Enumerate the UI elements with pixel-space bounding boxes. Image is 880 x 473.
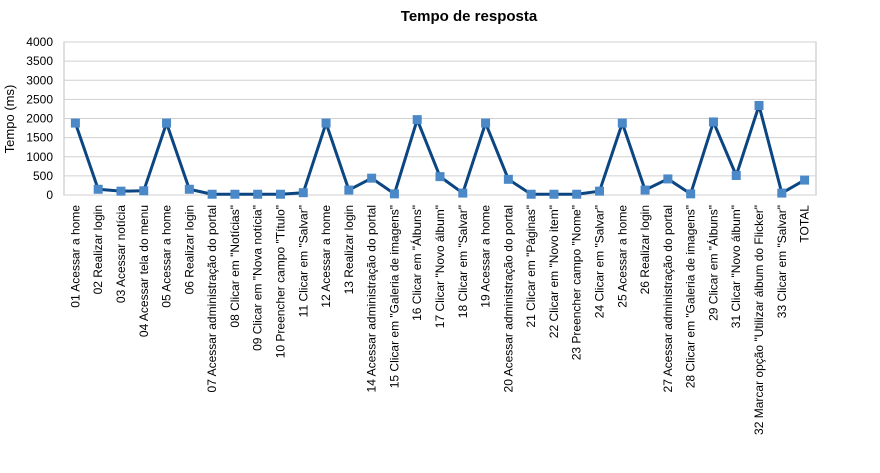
data-point	[458, 188, 468, 198]
data-point	[708, 117, 718, 127]
x-tick-label: 32 Marcar opção "Utilizar álbum do Flick…	[752, 205, 766, 435]
data-point	[321, 118, 331, 128]
data-point	[275, 189, 285, 199]
x-tick-label: 08 Clicar em "Notícias"	[228, 205, 242, 328]
data-point	[298, 188, 308, 198]
x-tick-label: 02 Realizar login	[91, 205, 105, 294]
data-point	[481, 118, 491, 128]
data-point	[139, 186, 149, 196]
data-point	[640, 185, 650, 195]
x-tick-label: 16 Clicar em "Álbuns"	[409, 205, 424, 321]
gridlines	[64, 41, 816, 196]
data-point	[367, 173, 377, 183]
x-tick-label: 14 Acessar administração do portal	[365, 205, 379, 392]
data-point	[93, 184, 103, 194]
x-tick-label: 10 Preencher campo "Título"	[273, 205, 287, 358]
x-tick-label: 28 Clicar em "Galeria de imagens"	[684, 205, 698, 388]
data-point	[663, 174, 673, 184]
data-point	[435, 172, 445, 182]
data-point	[800, 175, 810, 185]
data-point	[526, 189, 536, 199]
y-axis-ticks: 0 500 1000 1500 2000 2500 3000 3500 4000	[26, 35, 53, 202]
x-tick-label: 03 Acessar notícia	[114, 205, 128, 303]
x-tick-label: 15 Clicar em "Galeria de imagens"	[387, 205, 401, 388]
x-axis-labels: 01 Acessar a home 02 Realizar login 03 Ace…	[68, 205, 811, 435]
data-point	[777, 188, 787, 198]
data-point	[162, 118, 172, 128]
x-tick-label: 22 Clicar em "Novo item"	[547, 205, 561, 338]
chart-title: Tempo de resposta	[401, 8, 538, 25]
data-point	[230, 189, 240, 199]
x-tick-label: 26 Realizar login	[638, 205, 652, 294]
data-point	[686, 189, 696, 199]
y-tick-label: 1000	[26, 150, 53, 164]
data-point	[389, 189, 399, 199]
x-tick-label: 13 Realizar login	[342, 205, 356, 294]
x-tick-label: 20 Acessar administração do portal	[501, 205, 515, 392]
data-point	[731, 170, 741, 180]
x-tick-label: 18 Clicar em "Salvar"	[456, 205, 470, 318]
y-tick-label: 3000	[26, 73, 53, 87]
x-tick-label: 09 Clicar em "Nova notícia"	[251, 205, 265, 351]
data-point	[184, 184, 194, 194]
x-tick-label: 06 Realizar login	[182, 205, 196, 294]
data-point	[617, 118, 627, 128]
x-tick-label: 05 Acessar a home	[160, 205, 174, 308]
x-tick-label: 23 Preencher campo "Nome"	[570, 205, 584, 360]
x-tick-label: 24 Clicar em "Salvar"	[593, 205, 607, 318]
x-tick-label: 25 Acessar a home	[615, 205, 629, 308]
y-tick-label: 2000	[26, 112, 53, 126]
data-point	[549, 189, 559, 199]
y-tick-label: 500	[33, 169, 53, 183]
x-tick-label: 31 Clicar "Novo álbum"	[729, 205, 743, 328]
data-point	[253, 189, 263, 199]
y-tick-label: 0	[46, 188, 53, 202]
x-tick-label: TOTAL	[798, 205, 812, 243]
y-tick-label: 4000	[26, 35, 53, 49]
data-point	[207, 189, 217, 199]
data-point	[572, 189, 582, 199]
x-tick-label: 11 Clicar em "Salvar"	[296, 205, 310, 317]
data-point	[754, 100, 764, 110]
x-tick-label: 01 Acessar a home	[68, 205, 82, 308]
y-tick-label: 1500	[26, 131, 53, 145]
y-tick-label: 3500	[26, 54, 53, 68]
data-point	[116, 186, 126, 196]
y-tick-label: 2500	[26, 92, 53, 106]
x-tick-label: 27 Acessar administração do portal	[661, 205, 675, 392]
x-tick-label: 07 Acessar administração do portal	[205, 205, 219, 392]
data-point	[344, 185, 354, 195]
data-point	[70, 118, 80, 128]
x-tick-label: 33 Clicar em "Salvar"	[775, 205, 789, 318]
data-point	[503, 174, 513, 184]
x-tick-label: 29 Clicar em "Álbuns"	[705, 205, 720, 321]
data-point	[595, 186, 605, 196]
y-axis-label: Tempo (ms)	[2, 85, 17, 154]
data-point	[412, 115, 422, 125]
x-tick-label: 19 Acessar a home	[479, 205, 493, 308]
x-tick-label: 17 Clicar "Novo álbum"	[433, 205, 447, 328]
x-tick-label: 12 Acessar a home	[319, 205, 333, 308]
series-group	[70, 100, 810, 199]
x-tick-label: 04 Acessar tela do menu	[137, 205, 151, 337]
x-tick-label: 21 Clicar em "Páginas"	[524, 205, 538, 328]
